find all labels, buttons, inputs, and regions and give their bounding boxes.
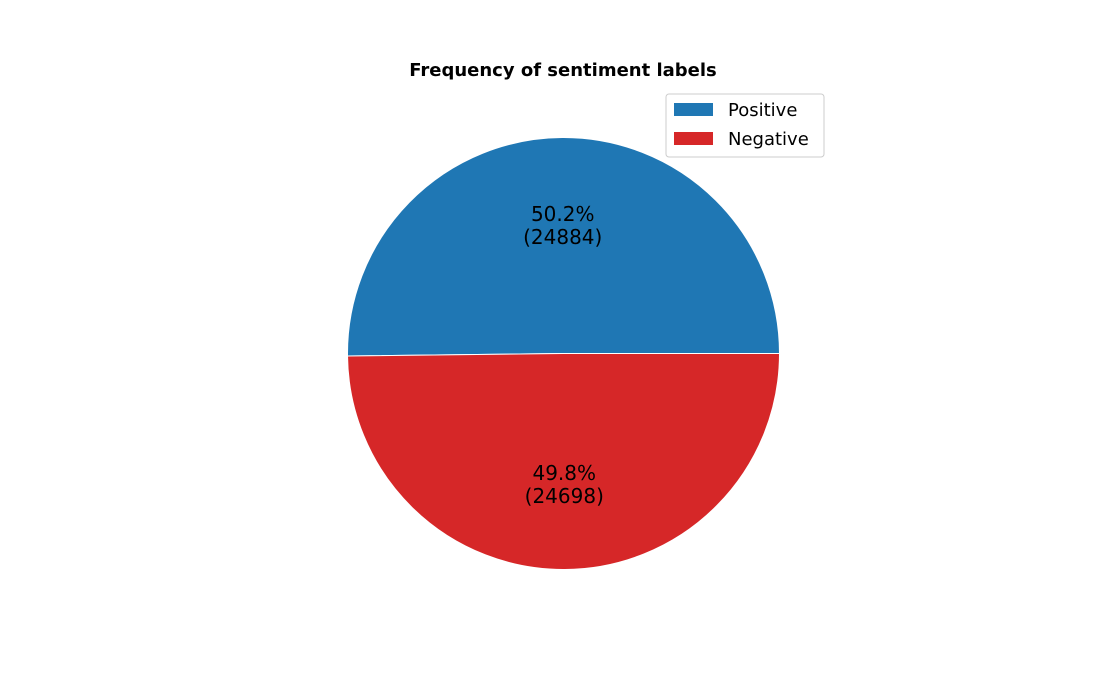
pie-slice-labels: 50.2% (24884) 49.8% (24698) <box>523 202 604 508</box>
legend: Positive Negative <box>665 93 825 158</box>
legend-label-positive: Positive <box>728 100 797 121</box>
chart-title: Frequency of sentiment labels <box>409 60 717 81</box>
legend-label-negative: Negative <box>728 129 809 150</box>
pie-slice-label-positive: 50.2% (24884) <box>523 202 602 249</box>
pie-slice-percent: 50.2% <box>531 202 595 226</box>
legend-items: Positive Negative <box>674 100 809 150</box>
legend-swatch-negative <box>674 132 713 145</box>
pie-slice-count: (24698) <box>525 484 604 508</box>
legend-swatch-positive <box>674 103 713 116</box>
pie-slice-label-negative: 49.8% (24698) <box>525 461 604 508</box>
pie-slice-positive <box>347 137 781 357</box>
pie-slices <box>347 137 781 570</box>
pie-slice-percent: 49.8% <box>532 461 596 485</box>
pie-slice-negative <box>347 353 781 570</box>
pie-slice-count: (24884) <box>523 225 602 249</box>
